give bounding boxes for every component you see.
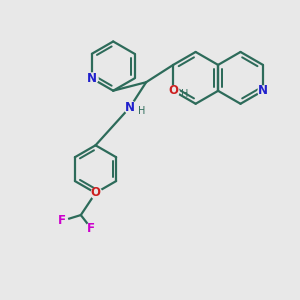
Text: H: H [182,89,189,99]
Text: N: N [87,72,97,85]
Text: H: H [138,106,146,116]
Text: N: N [125,101,135,114]
Text: O: O [168,84,178,97]
Text: F: F [87,222,95,235]
Text: O: O [91,187,100,200]
Text: F: F [58,214,66,227]
Text: N: N [258,84,268,97]
